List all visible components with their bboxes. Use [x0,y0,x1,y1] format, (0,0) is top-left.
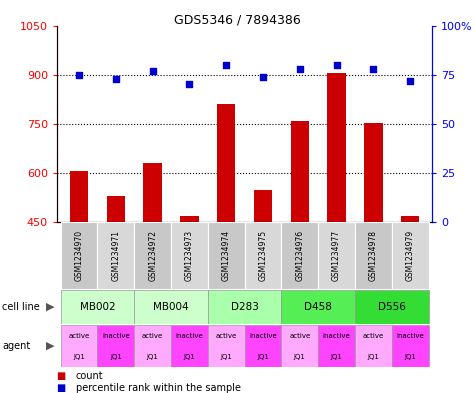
Text: MB004: MB004 [153,301,189,312]
Text: inactive: inactive [176,333,203,339]
Text: JQ1: JQ1 [73,354,85,360]
Bar [327,73,346,222]
Text: GSM1234971: GSM1234971 [111,230,120,281]
Text: D283: D283 [231,301,258,312]
Bar [208,290,281,323]
Text: GSM1234974: GSM1234974 [222,230,231,281]
Bar [318,325,355,367]
Bar [107,196,125,222]
Text: D556: D556 [378,301,406,312]
Bar [97,325,134,367]
Text: GSM1234970: GSM1234970 [75,230,84,281]
Bar [171,325,208,367]
Bar [392,325,428,367]
Text: inactive: inactive [249,333,277,339]
Point [186,81,193,88]
Text: JQ1: JQ1 [110,354,122,360]
Text: JQ1: JQ1 [368,354,380,360]
Bar [318,222,355,289]
Point [222,62,230,68]
Point [149,68,156,74]
Text: JQ1: JQ1 [220,354,232,360]
Bar [281,290,355,323]
Bar [281,325,318,367]
Text: GSM1234978: GSM1234978 [369,230,378,281]
Text: JQ1: JQ1 [294,354,306,360]
Point [296,66,304,72]
Text: inactive: inactive [396,333,424,339]
Bar [281,222,318,289]
Text: ■: ■ [57,371,69,382]
Bar [254,190,272,222]
Bar [143,163,162,222]
Bar [392,222,428,289]
Bar [208,325,245,367]
Bar [61,325,97,367]
Text: agent: agent [2,341,30,351]
Text: GSM1234977: GSM1234977 [332,230,341,281]
Bar [217,104,236,222]
Point [333,62,341,68]
Bar [355,290,428,323]
Bar [134,325,171,367]
Text: count: count [76,371,104,382]
Point [75,72,83,78]
Text: MB002: MB002 [80,301,115,312]
Bar [134,222,171,289]
Text: active: active [216,333,237,339]
Bar [355,222,392,289]
Bar [134,290,208,323]
Bar [97,222,134,289]
Bar [180,216,199,222]
Text: inactive: inactive [323,333,351,339]
Point [407,77,414,84]
Text: GSM1234972: GSM1234972 [148,230,157,281]
Bar [401,216,419,222]
Text: JQ1: JQ1 [183,354,195,360]
Text: GSM1234979: GSM1234979 [406,230,415,281]
Bar [364,123,382,222]
Bar [355,325,392,367]
Text: active: active [363,333,384,339]
Text: JQ1: JQ1 [331,354,342,360]
Bar [171,222,208,289]
Bar [245,325,281,367]
Text: ■: ■ [57,383,69,393]
Bar [70,171,88,222]
Bar [208,222,245,289]
Bar [291,121,309,222]
Text: GSM1234976: GSM1234976 [295,230,304,281]
Point [370,66,377,72]
Text: GSM1234975: GSM1234975 [258,230,267,281]
Bar [61,222,97,289]
Text: percentile rank within the sample: percentile rank within the sample [76,383,241,393]
Text: GDS5346 / 7894386: GDS5346 / 7894386 [174,14,301,27]
Point [259,73,267,80]
Bar [61,290,134,323]
Text: cell line: cell line [2,301,40,312]
Point [112,75,120,82]
Text: inactive: inactive [102,333,130,339]
Text: active: active [142,333,163,339]
Text: JQ1: JQ1 [147,354,159,360]
Text: ▶: ▶ [46,301,55,312]
Text: ▶: ▶ [46,341,55,351]
Text: JQ1: JQ1 [257,354,269,360]
Text: active: active [68,333,90,339]
Bar [245,222,281,289]
Text: D458: D458 [304,301,332,312]
Text: active: active [289,333,311,339]
Text: JQ1: JQ1 [404,354,416,360]
Text: GSM1234973: GSM1234973 [185,230,194,281]
